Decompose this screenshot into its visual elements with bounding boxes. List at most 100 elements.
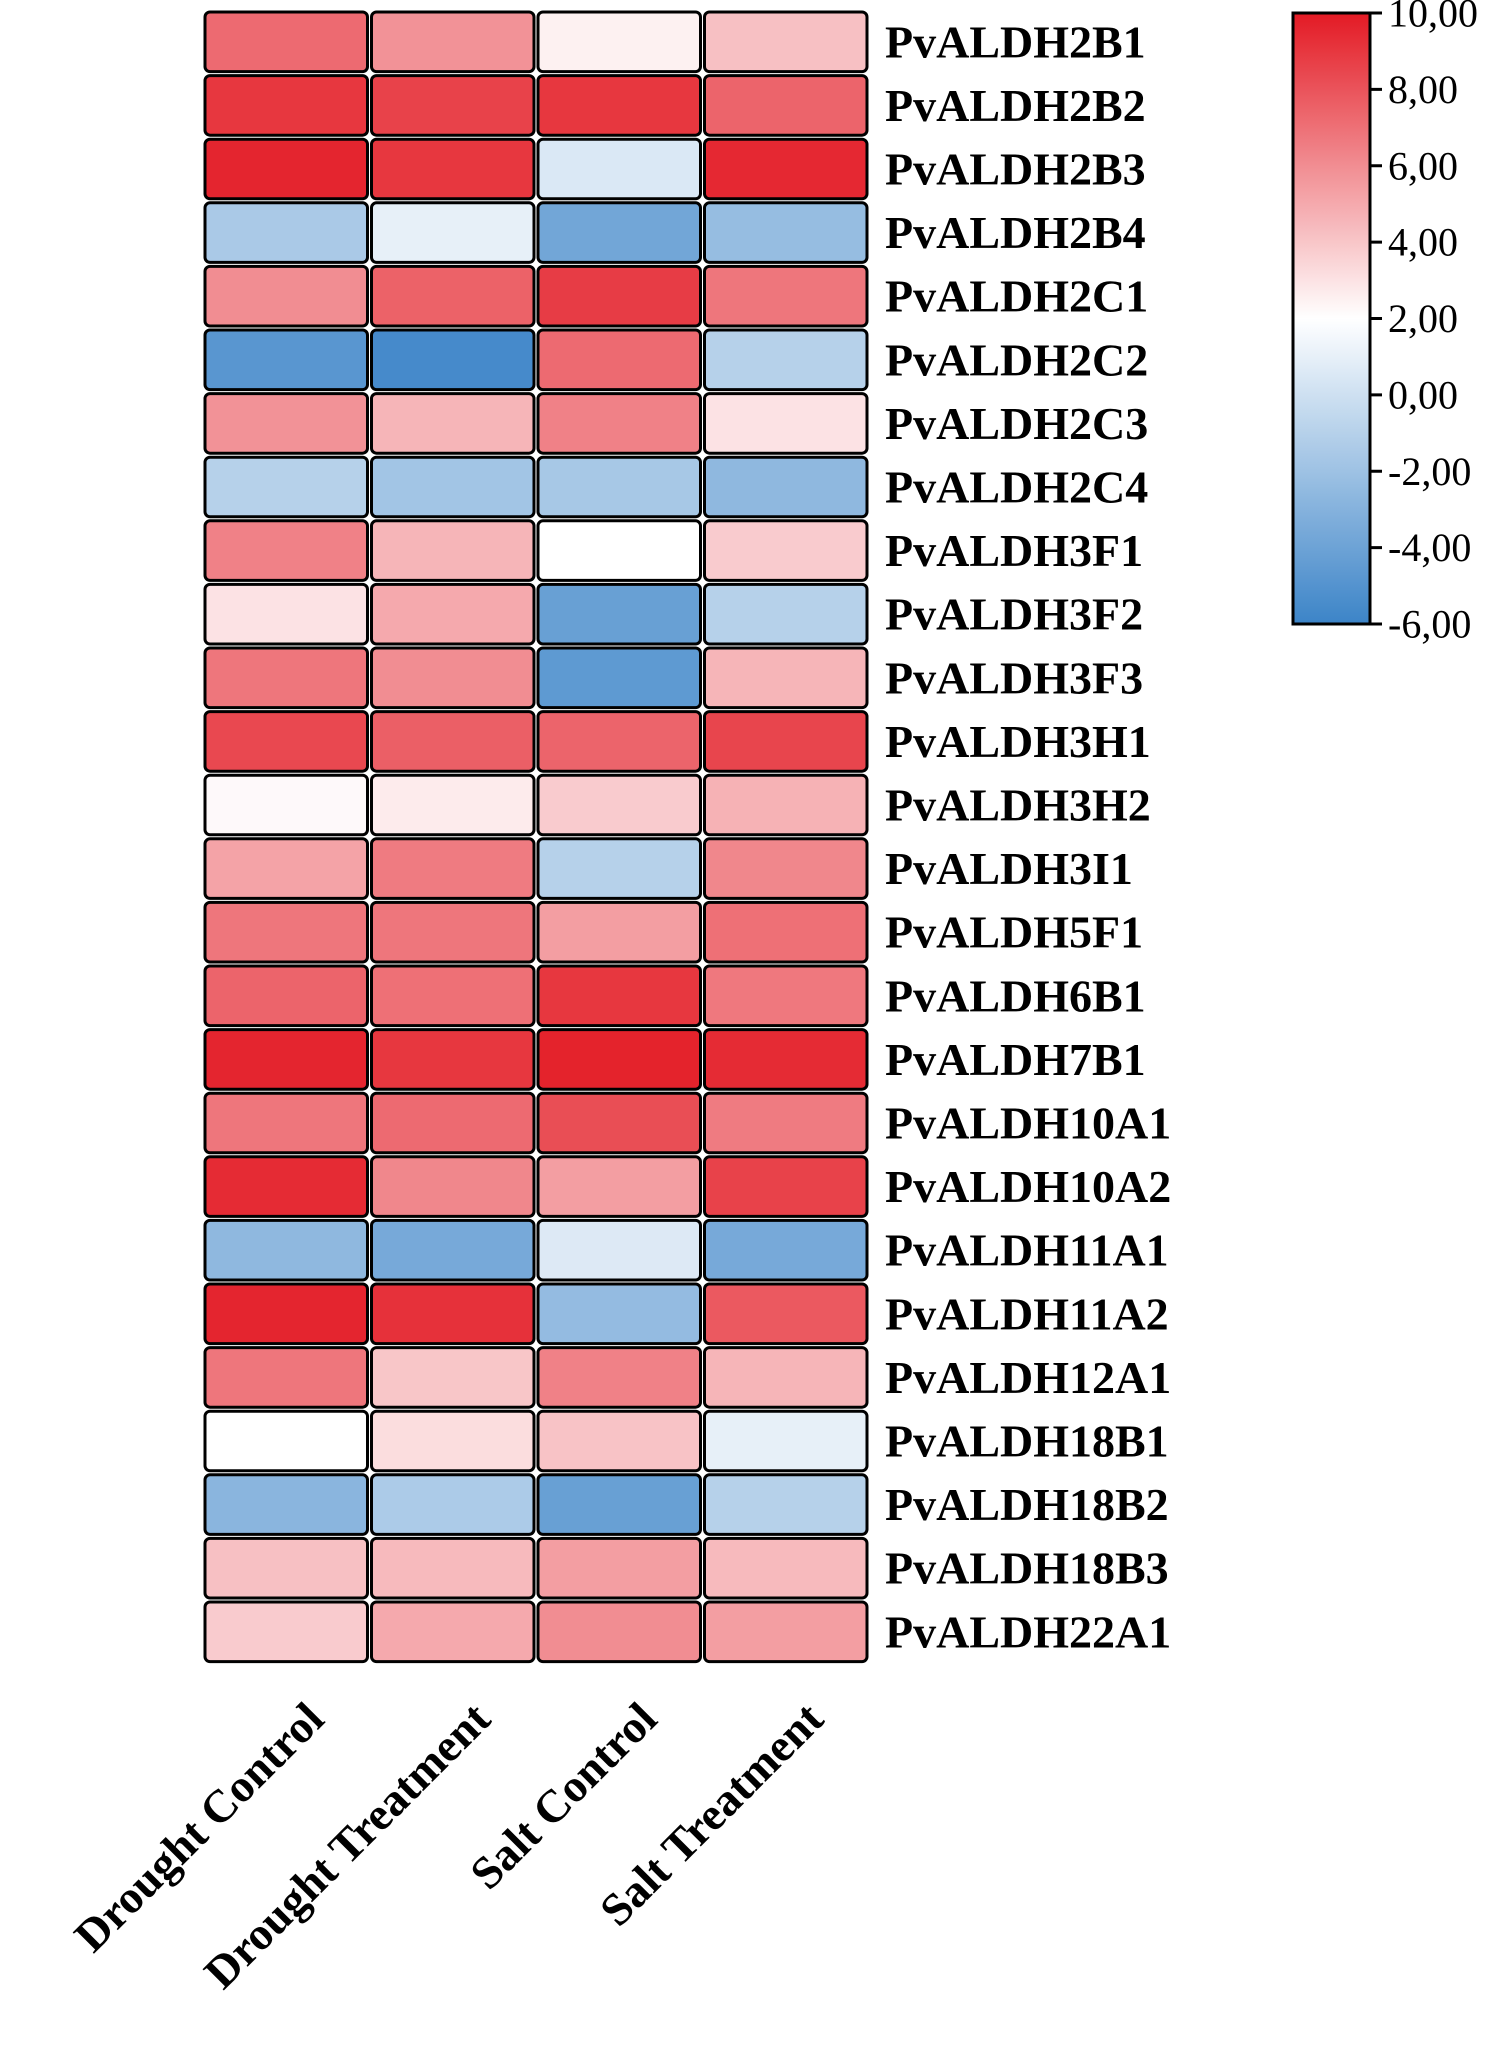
row-label-pvaldh18b3: PvALDH18B3	[885, 1543, 1169, 1594]
color-scale-tick-label: -6,00	[1388, 602, 1471, 647]
row-label-pvaldh11a1: PvALDH11A1	[885, 1225, 1169, 1276]
row-label-pvaldh12a1: PvALDH12A1	[885, 1352, 1171, 1403]
row-label-pvaldh2b2: PvALDH2B2	[885, 80, 1146, 131]
heatmap-cell-pvaldh3f3-salt-treatment	[703, 646, 869, 710]
heatmap-cell-pvaldh2b3-salt-control	[536, 137, 702, 201]
heatmap-cell-pvaldh18b2-drought-control	[203, 1473, 369, 1536]
color-scale-bar	[1291, 11, 1372, 626]
heatmap-cell-pvaldh11a1-salt-control	[536, 1218, 702, 1282]
heatmap-cell-pvaldh3h2-drought-treatment	[370, 773, 536, 837]
heatmap-cell-pvaldh2b2-drought-treatment	[370, 74, 536, 137]
row-label-pvaldh7b1: PvALDH7B1	[885, 1034, 1146, 1085]
heatmap-cell-pvaldh5f1-salt-control	[536, 900, 702, 964]
heatmap-cell-pvaldh10a2-salt-control	[536, 1155, 702, 1218]
heatmap-cell-pvaldh6b1-drought-control	[203, 964, 369, 1028]
heatmap-cell-pvaldh6b1-salt-treatment	[703, 964, 869, 1028]
heatmap-cell-pvaldh2c1-drought-control	[203, 264, 369, 328]
row-label-pvaldh18b1: PvALDH18B1	[885, 1416, 1169, 1467]
heatmap-cell-pvaldh3f3-drought-treatment	[370, 646, 536, 710]
heatmap-cell-pvaldh3f1-salt-treatment	[703, 519, 869, 582]
heatmap-cell-pvaldh7b1-salt-control	[536, 1028, 702, 1091]
row-label-pvaldh2c3: PvALDH2C3	[885, 398, 1148, 449]
row-label-pvaldh22a1: PvALDH22A1	[885, 1606, 1171, 1657]
heatmap-cell-pvaldh18b1-drought-control	[203, 1409, 369, 1473]
heatmap-cell-pvaldh5f1-drought-treatment	[370, 900, 536, 964]
row-label-pvaldh2b4: PvALDH2B4	[885, 207, 1146, 258]
heatmap-cell-pvaldh6b1-drought-treatment	[370, 964, 536, 1028]
heatmap-cell-pvaldh2b3-drought-control	[203, 137, 369, 201]
heatmap-cell-pvaldh2c1-salt-treatment	[703, 264, 869, 328]
heatmap-cell-pvaldh2c2-salt-control	[536, 328, 702, 392]
color-scale-tick-label: 10,00	[1388, 0, 1478, 36]
heatmap-cell-pvaldh2b1-drought-treatment	[370, 10, 536, 74]
color-scale-tick-label: 0,00	[1388, 372, 1458, 417]
row-label-pvaldh3f2: PvALDH3F2	[885, 589, 1143, 640]
heatmap-cell-pvaldh2c2-drought-control	[203, 328, 369, 392]
heatmap-cell-pvaldh12a1-drought-control	[203, 1346, 369, 1409]
heatmap-cell-pvaldh2b1-drought-control	[203, 10, 369, 74]
row-label-pvaldh10a2: PvALDH10A2	[885, 1161, 1171, 1212]
heatmap-cell-pvaldh11a1-drought-control	[203, 1218, 369, 1282]
color-legend: 10,00 8,00 6,00 4,00 2,00 0,00 -2,00 -4,00 -6,00	[1291, 0, 1478, 647]
heatmap-cell-pvaldh3i1-salt-control	[536, 837, 702, 900]
heatmap-cell-pvaldh18b1-salt-treatment	[703, 1409, 869, 1473]
heatmap-cell-pvaldh18b2-salt-control	[536, 1473, 702, 1536]
heatmap-cell-pvaldh12a1-drought-treatment	[370, 1346, 536, 1409]
color-scale-tick-label: -2,00	[1388, 449, 1471, 494]
heatmap-cell-pvaldh22a1-drought-treatment	[370, 1600, 536, 1664]
heatmap-cell-pvaldh7b1-drought-treatment	[370, 1028, 536, 1091]
row-label-pvaldh3h2: PvALDH3H2	[885, 780, 1151, 831]
heatmap-cell-pvaldh3f2-salt-control	[536, 582, 702, 646]
column-label-drought-treatment: Drought Treatment	[194, 1692, 500, 1998]
heatmap-cell-pvaldh2b2-salt-treatment	[703, 74, 869, 137]
heatmap-cell-pvaldh3h1-drought-control	[203, 710, 369, 773]
heatmap-cell-pvaldh3h1-drought-treatment	[370, 710, 536, 773]
color-scale-tick-label: 8,00	[1388, 67, 1458, 112]
heatmap-cell-pvaldh2c3-drought-control	[203, 392, 369, 455]
row-label-pvaldh11a2: PvALDH11A2	[885, 1288, 1169, 1339]
heatmap-cell-pvaldh18b3-salt-control	[536, 1536, 702, 1600]
heatmap-cell-pvaldh2b1-salt-control	[536, 10, 702, 74]
heatmap-cell-pvaldh18b2-drought-treatment	[370, 1473, 536, 1536]
heatmap-cell-pvaldh10a2-drought-control	[203, 1155, 369, 1218]
heatmap-cell-pvaldh2b1-salt-treatment	[703, 10, 869, 74]
heatmap-cell-pvaldh3f1-drought-treatment	[370, 519, 536, 582]
color-scale-tick-label: 2,00	[1388, 296, 1458, 341]
heatmap-cell-pvaldh3h1-salt-control	[536, 710, 702, 773]
heatmap-cell-pvaldh12a1-salt-treatment	[703, 1346, 869, 1409]
heatmap-cell-pvaldh3i1-drought-control	[203, 837, 369, 900]
heatmap-cell-pvaldh2c3-salt-control	[536, 392, 702, 455]
heatmap-cell-pvaldh2c3-salt-treatment	[703, 392, 869, 455]
heatmap-cell-pvaldh18b3-drought-treatment	[370, 1536, 536, 1600]
heatmap-cell-pvaldh18b3-salt-treatment	[703, 1536, 869, 1600]
color-scale-tick-label: 6,00	[1388, 143, 1458, 188]
heatmap-cell-pvaldh18b3-drought-control	[203, 1536, 369, 1600]
row-labels: PvALDH2B1 PvALDH2B2 PvALDH2B3 PvALDH2B4 PvAL…	[885, 16, 1171, 1657]
heatmap-cell-pvaldh10a2-salt-treatment	[703, 1155, 869, 1218]
color-scale-tick-label: 4,00	[1388, 220, 1458, 265]
row-label-pvaldh6b1: PvALDH6B1	[885, 970, 1146, 1021]
heatmap-cell-pvaldh3f2-salt-treatment	[703, 582, 869, 646]
heatmap-cell-pvaldh3f3-salt-control	[536, 646, 702, 710]
heatmap-cell-pvaldh2b3-salt-treatment	[703, 137, 869, 201]
heatmap-cell-pvaldh2c4-salt-control	[536, 455, 702, 519]
heatmap-cells	[203, 10, 869, 1664]
heatmap-cell-pvaldh6b1-salt-control	[536, 964, 702, 1028]
heatmap-cell-pvaldh2b4-drought-treatment	[370, 201, 536, 264]
heatmap-cell-pvaldh3h1-salt-treatment	[703, 710, 869, 773]
heatmap-cell-pvaldh2b2-drought-control	[203, 74, 369, 137]
heatmap-cell-pvaldh2b4-salt-treatment	[703, 201, 869, 264]
heatmap-cell-pvaldh3f1-drought-control	[203, 519, 369, 582]
heatmap-cell-pvaldh3h2-drought-control	[203, 773, 369, 837]
heatmap-cell-pvaldh2b3-drought-treatment	[370, 137, 536, 201]
row-label-pvaldh3f3: PvALDH3F3	[885, 652, 1143, 703]
row-label-pvaldh3h1: PvALDH3H1	[885, 716, 1151, 767]
heatmap-cell-pvaldh11a2-drought-treatment	[370, 1282, 536, 1346]
heatmap-cell-pvaldh10a1-drought-control	[203, 1091, 369, 1155]
row-label-pvaldh2c1: PvALDH2C1	[885, 271, 1148, 322]
heatmap-cell-pvaldh10a1-salt-control	[536, 1091, 702, 1155]
row-label-pvaldh18b2: PvALDH18B2	[885, 1479, 1169, 1530]
row-label-pvaldh3i1: PvALDH3I1	[885, 843, 1133, 894]
row-label-pvaldh2c4: PvALDH2C4	[885, 462, 1148, 513]
